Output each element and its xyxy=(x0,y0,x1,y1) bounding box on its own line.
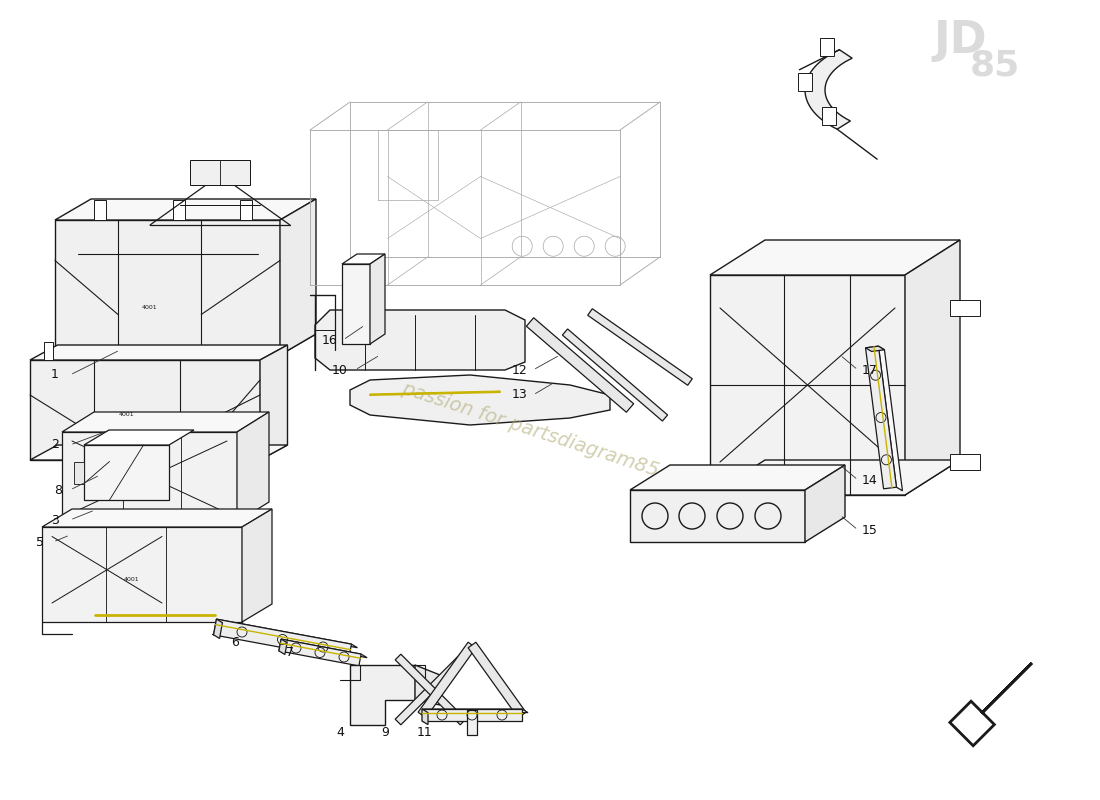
Polygon shape xyxy=(236,412,270,522)
Polygon shape xyxy=(62,432,236,522)
Polygon shape xyxy=(173,200,185,220)
Polygon shape xyxy=(240,200,252,220)
Polygon shape xyxy=(350,665,415,725)
Polygon shape xyxy=(213,619,352,660)
Text: 15: 15 xyxy=(862,523,878,537)
Text: 6: 6 xyxy=(231,635,239,649)
Polygon shape xyxy=(55,334,316,355)
Polygon shape xyxy=(950,454,980,470)
Text: 7: 7 xyxy=(286,646,294,658)
Polygon shape xyxy=(84,430,194,445)
Text: 8: 8 xyxy=(54,483,62,497)
Text: 3: 3 xyxy=(51,514,59,526)
Polygon shape xyxy=(42,527,242,622)
Text: passion for partsdiagram85: passion for partsdiagram85 xyxy=(399,379,661,481)
Text: 85: 85 xyxy=(970,48,1020,82)
Polygon shape xyxy=(315,310,525,370)
Polygon shape xyxy=(469,642,526,718)
Polygon shape xyxy=(279,639,287,654)
Polygon shape xyxy=(370,254,385,344)
Polygon shape xyxy=(798,73,812,90)
Polygon shape xyxy=(710,240,960,275)
Text: 11: 11 xyxy=(417,726,433,738)
Text: 10: 10 xyxy=(332,363,348,377)
Polygon shape xyxy=(30,360,260,460)
Polygon shape xyxy=(866,346,896,489)
Text: 14: 14 xyxy=(862,474,878,486)
Polygon shape xyxy=(342,264,370,344)
Polygon shape xyxy=(805,50,852,129)
Text: 16: 16 xyxy=(322,334,338,346)
Polygon shape xyxy=(342,254,385,264)
Polygon shape xyxy=(350,375,610,425)
Polygon shape xyxy=(422,709,522,721)
Polygon shape xyxy=(587,309,692,386)
Text: 4: 4 xyxy=(337,726,344,738)
Polygon shape xyxy=(42,509,272,527)
Text: 4001: 4001 xyxy=(119,413,134,418)
Polygon shape xyxy=(949,663,1032,746)
Polygon shape xyxy=(279,639,361,666)
Polygon shape xyxy=(94,200,106,220)
Polygon shape xyxy=(30,345,287,360)
Polygon shape xyxy=(905,240,960,495)
Polygon shape xyxy=(630,465,845,490)
Polygon shape xyxy=(395,654,465,725)
Polygon shape xyxy=(55,220,280,355)
Polygon shape xyxy=(190,160,250,185)
Polygon shape xyxy=(217,619,358,648)
Text: 13: 13 xyxy=(513,389,528,402)
Polygon shape xyxy=(805,465,845,542)
Text: 1: 1 xyxy=(51,369,59,382)
Polygon shape xyxy=(280,199,316,355)
Text: 12: 12 xyxy=(513,363,528,377)
Polygon shape xyxy=(260,345,287,460)
Polygon shape xyxy=(84,445,169,500)
Text: 9: 9 xyxy=(381,726,389,738)
Polygon shape xyxy=(468,710,477,735)
Polygon shape xyxy=(821,38,835,56)
Text: 4001: 4001 xyxy=(142,306,157,310)
Polygon shape xyxy=(879,346,902,490)
Text: JD: JD xyxy=(933,18,987,62)
Polygon shape xyxy=(282,639,367,658)
Text: 17: 17 xyxy=(862,363,878,377)
Polygon shape xyxy=(415,665,440,705)
Polygon shape xyxy=(395,654,465,725)
Polygon shape xyxy=(630,490,805,542)
Polygon shape xyxy=(30,445,287,460)
Polygon shape xyxy=(562,329,668,421)
Polygon shape xyxy=(44,342,53,360)
Polygon shape xyxy=(866,346,884,351)
Polygon shape xyxy=(422,709,528,713)
Text: 2: 2 xyxy=(51,438,59,451)
Polygon shape xyxy=(950,300,980,316)
Polygon shape xyxy=(422,709,428,725)
Polygon shape xyxy=(710,275,905,495)
Polygon shape xyxy=(822,107,836,125)
Polygon shape xyxy=(526,318,634,412)
Polygon shape xyxy=(213,619,222,638)
Polygon shape xyxy=(418,642,476,718)
Polygon shape xyxy=(74,462,84,483)
Text: 4001: 4001 xyxy=(124,577,140,582)
Polygon shape xyxy=(710,460,960,495)
Polygon shape xyxy=(55,199,316,220)
Polygon shape xyxy=(242,509,272,622)
Polygon shape xyxy=(62,412,270,432)
Text: 5: 5 xyxy=(36,535,44,549)
